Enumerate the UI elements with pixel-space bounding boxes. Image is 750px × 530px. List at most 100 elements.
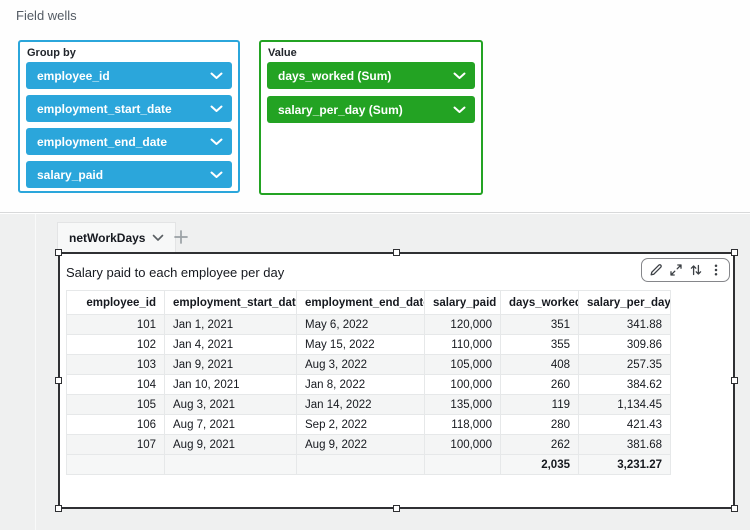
edit-visual-button[interactable] (647, 261, 664, 279)
data-table: employee_id employment_start_date employme… (66, 290, 671, 475)
chevron-down-icon[interactable] (210, 105, 223, 113)
table-cell[interactable]: 119 (500, 394, 579, 415)
table-cell[interactable]: 381.68 (578, 434, 671, 455)
table-cell[interactable]: 101 (66, 314, 165, 335)
table-cell[interactable]: Jan 14, 2022 (296, 394, 425, 415)
table-cell[interactable]: Aug 9, 2021 (164, 434, 297, 455)
swap-axes-button[interactable] (687, 261, 704, 279)
table-cell[interactable]: 105 (66, 394, 165, 415)
column-header-employee_id[interactable]: employee_id (66, 290, 165, 315)
maximize-visual-button[interactable] (667, 261, 684, 279)
column-header-salary_paid[interactable]: salary_paid (424, 290, 501, 315)
table-cell[interactable]: May 15, 2022 (296, 334, 425, 355)
table-cell[interactable]: 260 (500, 374, 579, 395)
sheet-tab-networkdays[interactable]: netWorkDays (57, 222, 177, 252)
resize-handle-bottom-center[interactable] (392, 505, 400, 512)
table-cell[interactable]: Jan 8, 2022 (296, 374, 425, 395)
totals-cell[interactable]: 3,231.27 (578, 454, 671, 475)
table-cell[interactable]: 104 (66, 374, 165, 395)
table-cell[interactable]: 384.62 (578, 374, 671, 395)
column-header-days_worked[interactable]: days_worked (500, 290, 579, 315)
column-header-employment_start_date[interactable]: employment_start_date (164, 290, 297, 315)
table-cell[interactable]: 351 (500, 314, 579, 335)
table-cell[interactable]: 341.88 (578, 314, 671, 335)
table-cell[interactable]: 107 (66, 434, 165, 455)
table-cell[interactable]: 102 (66, 334, 165, 355)
table-cell[interactable]: Aug 7, 2021 (164, 414, 297, 435)
chevron-down-icon[interactable] (210, 138, 223, 146)
pencil-icon (650, 264, 662, 276)
table-cell[interactable]: Jan 1, 2021 (164, 314, 297, 335)
table-cell[interactable]: 120,000 (424, 314, 501, 335)
table-cell[interactable]: 103 (66, 354, 165, 375)
resize-handle-bottom-right[interactable] (731, 505, 738, 512)
resize-handle-top-right[interactable] (731, 249, 738, 256)
resize-handle-mid-right[interactable] (731, 376, 738, 384)
sheet-tab-label: netWorkDays (69, 230, 146, 245)
table-cell[interactable]: 100,000 (424, 434, 501, 455)
table-cell[interactable]: 100,000 (424, 374, 501, 395)
resize-handle-bottom-left[interactable] (55, 505, 62, 512)
chevron-down-icon[interactable] (210, 72, 223, 80)
table-cell[interactable]: Sep 2, 2022 (296, 414, 425, 435)
field-pill-employment-end-date[interactable]: employment_end_date (26, 128, 232, 155)
table-cell[interactable]: 309.86 (578, 334, 671, 355)
field-pill-label: salary_paid (37, 167, 104, 182)
table-row: 104 Jan 10, 2021 Jan 8, 2022 100,000 260 384.… (66, 374, 671, 395)
table-cell[interactable]: 421.43 (578, 414, 671, 435)
totals-cell[interactable] (66, 454, 165, 475)
table-cell[interactable]: 408 (500, 354, 579, 375)
table-cell[interactable]: 257.35 (578, 354, 671, 375)
chevron-down-icon[interactable] (453, 72, 466, 80)
table-cell[interactable]: 118,000 (424, 414, 501, 435)
table-cell[interactable]: Aug 3, 2021 (164, 394, 297, 415)
table-cell[interactable]: 105,000 (424, 354, 501, 375)
table-cell[interactable]: Jan 4, 2021 (164, 334, 297, 355)
maximize-icon (669, 264, 682, 276)
field-pill-employment-start-date[interactable]: employment_start_date (26, 95, 232, 122)
column-header-salary_per_day[interactable]: salary_per_day (578, 290, 671, 315)
table-row: 107 Aug 9, 2021 Aug 9, 2022 100,000 262 381.6… (66, 434, 671, 455)
field-pill-salary-paid[interactable]: salary_paid (26, 161, 232, 188)
resize-handle-top-center[interactable] (392, 249, 400, 256)
table-cell[interactable]: 355 (500, 334, 579, 355)
field-wells-panel: Field wells Group by employee_id employm… (0, 0, 750, 213)
chevron-down-icon[interactable] (453, 106, 466, 114)
totals-cell[interactable] (296, 454, 425, 475)
field-pill-days-worked-sum[interactable]: days_worked (Sum) (267, 62, 475, 89)
totals-cell[interactable] (424, 454, 501, 475)
group-by-well[interactable]: Group by employee_id employment_start_da… (18, 40, 240, 193)
table-cell[interactable]: 280 (500, 414, 579, 435)
chevron-down-icon[interactable] (210, 171, 223, 179)
table-visual-card[interactable]: Salary paid to each employee per day emp… (55, 249, 738, 512)
table-cell[interactable]: 106 (66, 414, 165, 435)
table-cell[interactable]: 1,134.45 (578, 394, 671, 415)
table-cell[interactable]: Aug 9, 2022 (296, 434, 425, 455)
group-by-label: Group by (27, 47, 76, 59)
table-row: 105 Aug 3, 2021 Jan 14, 2022 135,000 119 1,13… (66, 394, 671, 415)
pivot-table: employee_id employment_start_date employme… (66, 290, 671, 475)
sheet-canvas: netWorkDays (0, 214, 750, 530)
table-cell[interactable]: Aug 3, 2022 (296, 354, 425, 375)
table-cell[interactable]: 110,000 (424, 334, 501, 355)
left-gutter-divider (35, 214, 36, 530)
table-cell[interactable]: 135,000 (424, 394, 501, 415)
totals-cell[interactable]: 2,035 (500, 454, 579, 475)
value-label: Value (268, 47, 297, 59)
resize-handle-top-left[interactable] (55, 249, 62, 256)
swap-arrows-icon (690, 264, 701, 276)
totals-cell[interactable] (164, 454, 297, 475)
table-cell[interactable]: 262 (500, 434, 579, 455)
table-cell[interactable]: Jan 10, 2021 (164, 374, 297, 395)
table-cell[interactable]: May 6, 2022 (296, 314, 425, 335)
visual-menu-button[interactable] (707, 261, 724, 279)
value-well[interactable]: Value days_worked (Sum) salary_per_day (… (259, 40, 483, 195)
field-pill-employee-id[interactable]: employee_id (26, 62, 232, 89)
table-cell[interactable]: Jan 9, 2021 (164, 354, 297, 375)
resize-handle-mid-left[interactable] (55, 376, 62, 384)
field-pill-salary-per-day-sum[interactable]: salary_per_day (Sum) (267, 96, 475, 123)
chevron-down-icon[interactable] (152, 234, 164, 242)
add-sheet-button[interactable] (170, 226, 192, 248)
column-header-employment_end_date[interactable]: employment_end_date (296, 290, 425, 315)
